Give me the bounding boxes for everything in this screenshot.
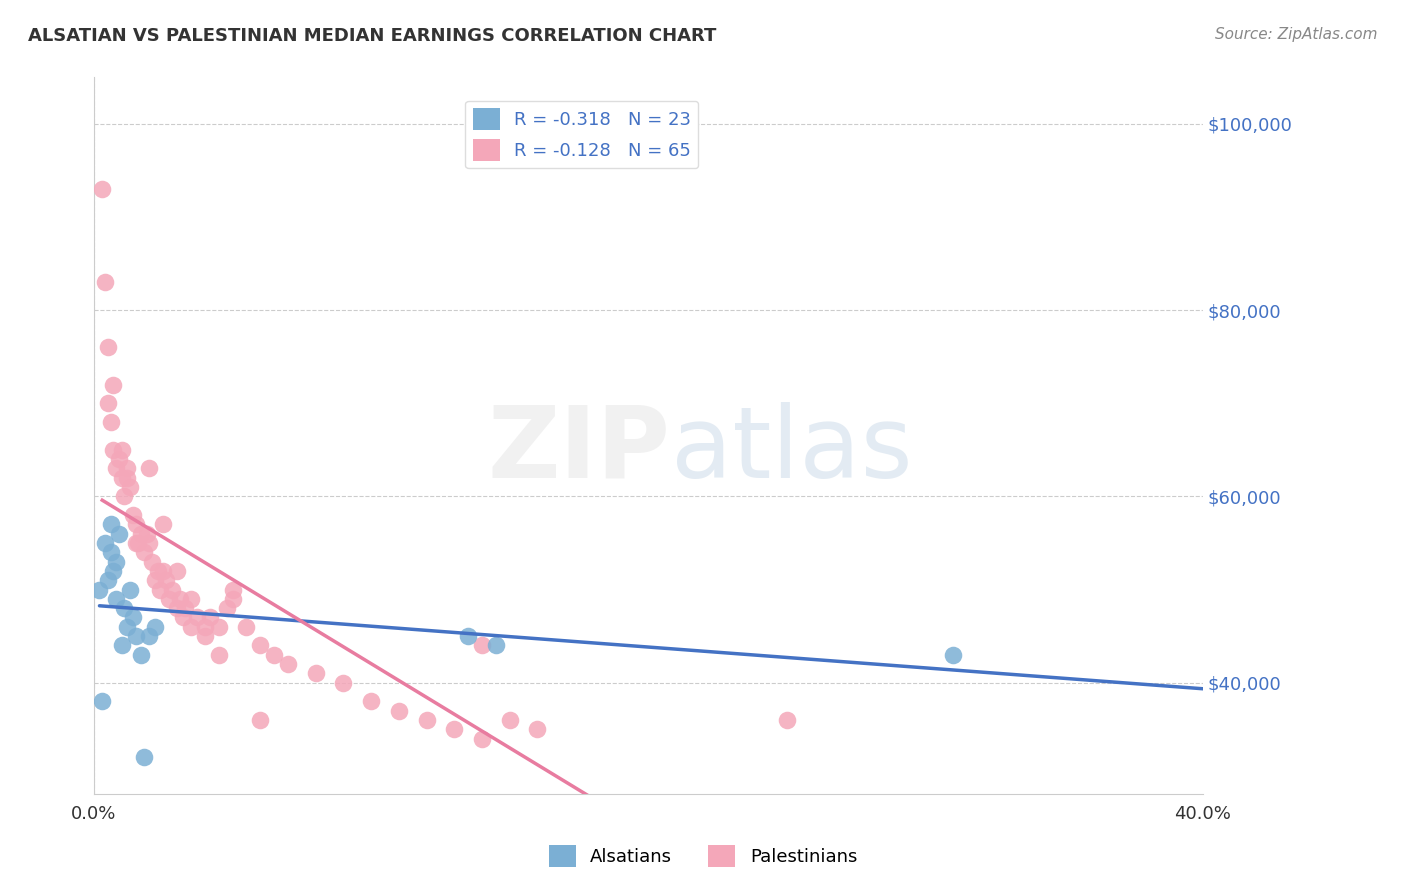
Point (118, 480, 141, 494)
Point (152, 517, 174, 532)
Text: ZIP: ZIP (488, 401, 671, 499)
Point (174, 601, 197, 615)
Point (112, 490, 135, 504)
Point (121, 508, 143, 522)
Point (221, 582, 243, 597)
Point (141, 555, 163, 569)
Point (457, 629, 479, 643)
Point (135, 526, 157, 541)
Point (118, 582, 141, 597)
Point (94, 275, 117, 289)
Point (146, 564, 169, 578)
Point (526, 722, 548, 736)
Point (105, 461, 128, 475)
Point (443, 722, 465, 736)
Point (485, 639, 508, 653)
Point (415, 713, 437, 727)
Point (200, 610, 222, 624)
Legend: R = -0.318   N = 23, R = -0.128   N = 65: R = -0.318 N = 23, R = -0.128 N = 65 (465, 101, 699, 169)
Point (129, 526, 152, 541)
Point (471, 731, 494, 746)
Point (115, 471, 138, 485)
Legend: Alsatians, Palestinians: Alsatians, Palestinians (541, 838, 865, 874)
Point (100, 415, 122, 429)
Text: ALSATIAN VS PALESTINIAN MEDIAN EARNINGS CORRELATION CHART: ALSATIAN VS PALESTINIAN MEDIAN EARNINGS … (28, 27, 717, 45)
Point (160, 582, 183, 597)
Point (111, 471, 134, 485)
Point (172, 610, 194, 624)
Point (105, 555, 128, 569)
Point (942, 648, 965, 662)
Point (157, 591, 180, 606)
Point (103, 564, 125, 578)
Point (169, 591, 191, 606)
Point (91, 694, 114, 708)
Point (97, 396, 120, 410)
Point (180, 591, 202, 606)
Text: atlas: atlas (671, 401, 912, 499)
Point (105, 591, 128, 606)
Point (108, 452, 131, 467)
Point (108, 526, 131, 541)
Point (166, 564, 188, 578)
Point (100, 517, 122, 532)
Point (129, 648, 152, 662)
Point (155, 573, 177, 587)
Point (277, 657, 299, 671)
Point (138, 629, 160, 643)
Point (152, 564, 174, 578)
Point (235, 620, 257, 634)
Point (124, 536, 146, 550)
Point (100, 545, 122, 559)
Point (149, 582, 172, 597)
Point (124, 629, 146, 643)
Point (127, 536, 149, 550)
Point (263, 648, 285, 662)
Point (97, 573, 120, 587)
Point (166, 601, 188, 615)
Point (138, 536, 160, 550)
Point (103, 377, 125, 392)
Point (221, 591, 243, 606)
Point (208, 648, 231, 662)
Point (186, 610, 208, 624)
Point (112, 601, 135, 615)
Point (132, 545, 155, 559)
Point (111, 639, 134, 653)
Point (360, 694, 382, 708)
Point (97, 341, 120, 355)
Point (103, 442, 125, 457)
Point (124, 517, 146, 532)
Point (89, 582, 111, 597)
Point (115, 461, 138, 475)
Point (111, 442, 134, 457)
Point (138, 461, 160, 475)
Point (121, 610, 143, 624)
Point (215, 601, 238, 615)
Point (249, 713, 271, 727)
Point (143, 620, 166, 634)
Point (471, 639, 494, 653)
Point (194, 620, 217, 634)
Point (94, 536, 117, 550)
Point (91, 182, 114, 196)
Point (388, 704, 411, 718)
Text: Source: ZipAtlas.com: Source: ZipAtlas.com (1215, 27, 1378, 42)
Point (249, 639, 271, 653)
Point (194, 629, 217, 643)
Point (776, 713, 799, 727)
Point (132, 750, 155, 764)
Point (332, 675, 354, 690)
Point (180, 620, 202, 634)
Point (115, 620, 138, 634)
Point (208, 620, 231, 634)
Point (305, 666, 328, 681)
Point (143, 573, 166, 587)
Point (499, 713, 522, 727)
